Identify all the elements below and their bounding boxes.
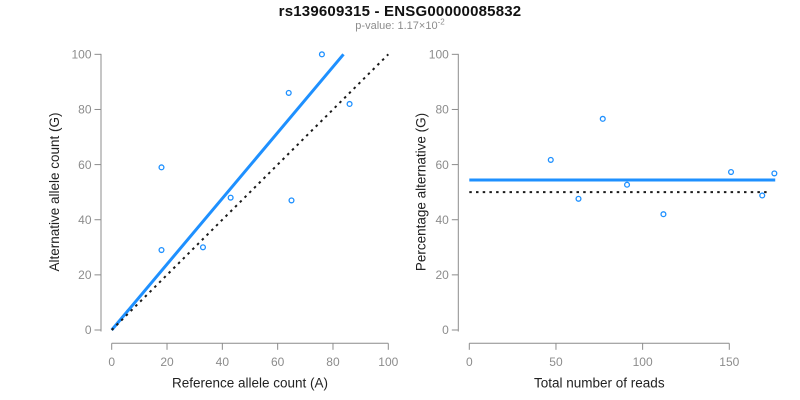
data-point — [599, 115, 606, 122]
y-tick-label: 20 — [435, 268, 449, 282]
data-point — [199, 244, 207, 251]
fitted-line — [110, 53, 345, 331]
x-tick-label: 100 — [633, 355, 653, 369]
p-value-exponent: -2 — [437, 17, 445, 27]
y-tick-label: 80 — [435, 103, 449, 117]
y-axis-title: Alternative allele count (G) — [47, 112, 62, 271]
x-tick-label: 150 — [719, 355, 739, 369]
data-point — [158, 247, 165, 254]
x-tick-label: 80 — [326, 355, 340, 369]
plot-title: rs139609315 - ENSG00000085832 — [278, 3, 522, 20]
p-value-text: p-value: 1.17×10 — [355, 20, 438, 32]
y-tick-label: 100 — [429, 48, 449, 62]
y-tick-label: 40 — [435, 213, 449, 227]
y-tick-label: 0 — [442, 323, 449, 337]
x-tick-label: 40 — [216, 355, 230, 369]
y-tick-label: 20 — [78, 268, 92, 282]
data-point — [575, 195, 582, 202]
x-tick-label: 0 — [466, 355, 473, 369]
data-point — [547, 156, 554, 163]
data-point — [346, 100, 353, 108]
data-point — [158, 164, 165, 171]
x-axis-title: Reference allele count (A) — [172, 376, 328, 391]
data-point — [285, 89, 292, 96]
plot-subtitle: p-value: 1.17×10-2 — [0, 17, 800, 32]
x-tick-label: 60 — [271, 355, 285, 369]
plot-left: 0 20 40 60 80 100 0 20 40 60 80 100 Reference allele… — [47, 48, 399, 391]
y-tick-label: 100 — [71, 48, 91, 62]
data-point — [727, 168, 735, 176]
y-tick-label: 0 — [85, 323, 92, 337]
data-point — [660, 211, 667, 218]
x-tick-label: 50 — [549, 355, 563, 369]
data-point — [318, 51, 325, 58]
data-point — [623, 181, 631, 188]
x-tick-label: 100 — [378, 355, 398, 369]
x-axis-title: Total number of reads — [534, 376, 665, 391]
y-tick-label: 60 — [435, 158, 449, 172]
y-tick-label: 60 — [78, 158, 92, 172]
x-tick-label: 20 — [160, 355, 174, 369]
data-point — [771, 170, 778, 177]
y-tick-label: 40 — [78, 213, 92, 227]
identity-line — [110, 53, 390, 331]
x-tick-label: 0 — [108, 355, 115, 369]
data-point — [288, 197, 295, 204]
data-point — [759, 192, 766, 199]
y-tick-label: 80 — [78, 103, 92, 117]
data-point — [227, 194, 234, 201]
plot-right: 0 20 40 60 80 100 0 50 100 150 Total number of rea… — [414, 48, 778, 391]
y-axis-title: Percentage alternative (G) — [414, 113, 429, 271]
